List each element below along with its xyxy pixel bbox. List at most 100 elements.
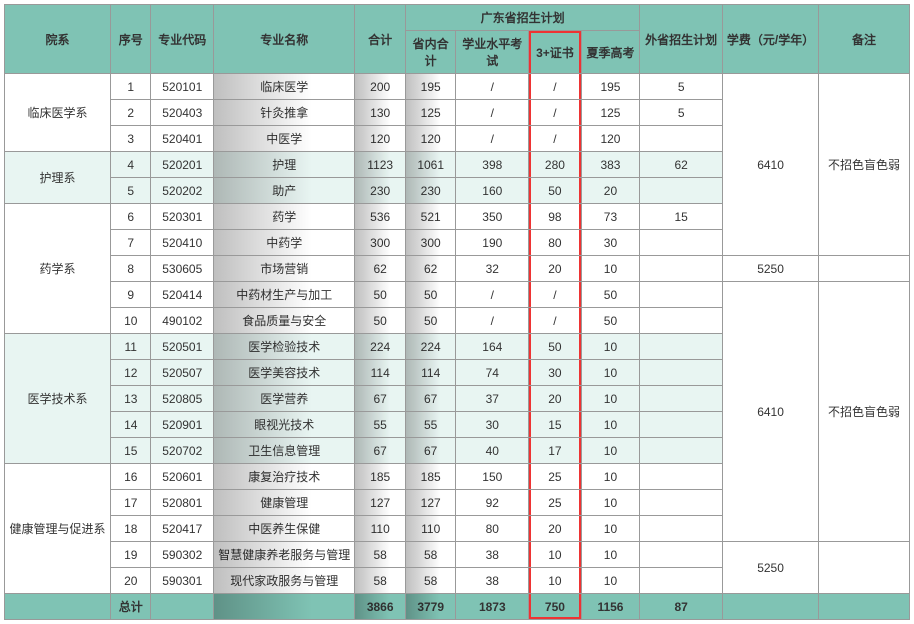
cell-exam: /: [456, 126, 529, 152]
col-dept: 院系: [5, 5, 111, 74]
cell-total: 300: [355, 230, 406, 256]
cell-code: 520702: [151, 438, 214, 464]
cell-summer: 10: [581, 490, 640, 516]
total-cell: 总计: [111, 594, 151, 620]
cell-other: [640, 412, 723, 438]
cell-sub: 521: [405, 204, 456, 230]
col-code: 专业代码: [151, 5, 214, 74]
col-fee: 学费（元/学年）: [723, 5, 819, 74]
cell-total: 224: [355, 334, 406, 360]
cell-exam: 398: [456, 152, 529, 178]
cell-major: 智慧健康养老服务与管理: [214, 542, 355, 568]
cell-seq: 12: [111, 360, 151, 386]
cell-cert: /: [529, 282, 582, 308]
cell-summer: 10: [581, 360, 640, 386]
cell-code: 590301: [151, 568, 214, 594]
cell-note: [819, 256, 910, 282]
cell-cert: 50: [529, 178, 582, 204]
col-other: 外省招生计划: [640, 5, 723, 74]
cell-code: 520301: [151, 204, 214, 230]
cell-sub: 58: [405, 542, 456, 568]
cell-sub: 67: [405, 438, 456, 464]
cell-exam: 37: [456, 386, 529, 412]
cell-other: [640, 568, 723, 594]
cell-total: 1123: [355, 152, 406, 178]
cell-other: [640, 360, 723, 386]
cell-other: [640, 308, 723, 334]
cell-total: 114: [355, 360, 406, 386]
cell-fee: 6410: [723, 282, 819, 542]
cell-exam: 74: [456, 360, 529, 386]
total-cell: 1873: [456, 594, 529, 620]
cell-sub: 110: [405, 516, 456, 542]
col-note: 备注: [819, 5, 910, 74]
cell-other: 15: [640, 204, 723, 230]
cell-exam: 32: [456, 256, 529, 282]
cell-code: 490102: [151, 308, 214, 334]
cell-total: 62: [355, 256, 406, 282]
cell-exam: 150: [456, 464, 529, 490]
cell-seq: 15: [111, 438, 151, 464]
cell-seq: 18: [111, 516, 151, 542]
col-summer: 夏季高考: [581, 31, 640, 74]
cell-major: 健康管理: [214, 490, 355, 516]
cell-code: 520201: [151, 152, 214, 178]
table-row: 19590302智慧健康养老服务与管理58583810105250: [5, 542, 910, 568]
cell-sub: 62: [405, 256, 456, 282]
cell-cert: 15: [529, 412, 582, 438]
cell-cert: 17: [529, 438, 582, 464]
cell-note: 不招色盲色弱: [819, 282, 910, 542]
cell-code: 530605: [151, 256, 214, 282]
cell-cert: 20: [529, 256, 582, 282]
cell-code: 520403: [151, 100, 214, 126]
col-exam: 学业水平考试: [456, 31, 529, 74]
cell-summer: 10: [581, 516, 640, 542]
cell-total: 185: [355, 464, 406, 490]
cell-seq: 4: [111, 152, 151, 178]
cell-other: [640, 386, 723, 412]
cell-exam: 40: [456, 438, 529, 464]
cell-cert: 25: [529, 464, 582, 490]
dept-cell: 医学技术系: [5, 334, 111, 464]
cell-other: 5: [640, 74, 723, 100]
cell-seq: 10: [111, 308, 151, 334]
cell-exam: /: [456, 282, 529, 308]
dept-cell: 临床医学系: [5, 74, 111, 152]
cell-other: [640, 126, 723, 152]
cell-code: 520507: [151, 360, 214, 386]
cell-summer: 383: [581, 152, 640, 178]
cell-other: [640, 334, 723, 360]
cell-fee: 5250: [723, 256, 819, 282]
cell-exam: /: [456, 100, 529, 126]
cell-total: 120: [355, 126, 406, 152]
cell-cert: 25: [529, 490, 582, 516]
cell-sub: 50: [405, 282, 456, 308]
cell-other: [640, 516, 723, 542]
cell-code: 520805: [151, 386, 214, 412]
cell-cert: 50: [529, 334, 582, 360]
cell-total: 50: [355, 308, 406, 334]
cell-cert: 20: [529, 386, 582, 412]
cell-fee: 5250: [723, 542, 819, 594]
cell-code: 520601: [151, 464, 214, 490]
cell-exam: 30: [456, 412, 529, 438]
cell-seq: 8: [111, 256, 151, 282]
col-gd-sub: 省内合计: [405, 31, 456, 74]
cell-exam: 80: [456, 516, 529, 542]
cell-sub: 58: [405, 568, 456, 594]
cell-seq: 20: [111, 568, 151, 594]
cell-exam: 38: [456, 542, 529, 568]
cell-summer: 10: [581, 334, 640, 360]
col-cert: 3+证书: [529, 31, 582, 74]
cell-cert: 98: [529, 204, 582, 230]
cell-seq: 6: [111, 204, 151, 230]
cell-code: 520401: [151, 126, 214, 152]
cell-major: 中药材生产与加工: [214, 282, 355, 308]
cell-total: 127: [355, 490, 406, 516]
dept-cell: 药学系: [5, 204, 111, 334]
cell-seq: 7: [111, 230, 151, 256]
cell-code: 520414: [151, 282, 214, 308]
cell-code: 520417: [151, 516, 214, 542]
cell-major: 现代家政服务与管理: [214, 568, 355, 594]
dept-cell: 护理系: [5, 152, 111, 204]
